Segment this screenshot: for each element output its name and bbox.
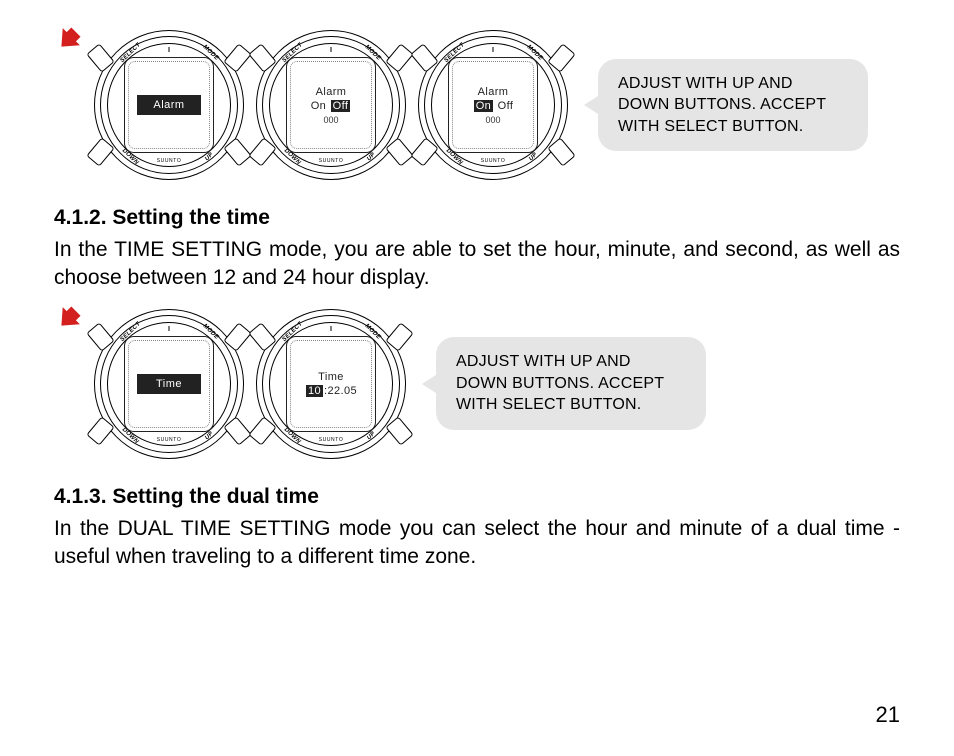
watch-diagram: SELECT MODE DOWN UP SUUNTO Alarm On Off … [256, 30, 406, 180]
screen-line: 000 [323, 115, 338, 125]
watch-diagram: SELECT MODE DOWN UP SUUNTO Alarm On Off … [418, 30, 568, 180]
arrow-icon [54, 305, 82, 333]
screen-bar: Time [137, 374, 201, 394]
screen-line: Time [318, 371, 344, 383]
brand-label: SUUNTO [157, 158, 182, 164]
instruction-callout: ADJUST WITH UP AND DOWN BUTTONS. ACCEPT … [436, 337, 706, 430]
brand-label: SUUNTO [319, 437, 344, 443]
brand-label: SUUNTO [319, 158, 344, 164]
brand-label: SUUNTO [157, 437, 182, 443]
screen-line: Alarm [316, 86, 347, 98]
screen-bar: Alarm [137, 95, 201, 115]
screen-line: 10:22.05 [305, 385, 357, 397]
section-body: In the TIME SETTING mode, you are able t… [54, 236, 900, 293]
screen-line: Alarm [478, 86, 509, 98]
time-setting-row: SELECT MODE DOWN UP SUUNTO Time SELECT M… [54, 309, 900, 459]
brand-label: SUUNTO [481, 158, 506, 164]
watch-diagram: SELECT MODE DOWN UP SUUNTO Alarm [94, 30, 244, 180]
watch-diagram: SELECT MODE DOWN UP SUUNTO Time [94, 309, 244, 459]
watch-diagram: SELECT MODE DOWN UP SUUNTO Time 10:22.05 [256, 309, 406, 459]
section-heading: 4.1.2. Setting the time [54, 206, 900, 230]
instruction-callout: ADJUST WITH UP AND DOWN BUTTONS. ACCEPT … [598, 59, 868, 152]
screen-line: On Off [311, 100, 352, 112]
page-number: 21 [876, 702, 900, 728]
section-heading: 4.1.3. Setting the dual time [54, 485, 900, 509]
alarm-setting-row: SELECT MODE DOWN UP SUUNTO Alarm SELECT … [54, 30, 900, 180]
section-body: In the DUAL TIME SETTING mode you can se… [54, 515, 900, 572]
screen-line: 000 [485, 115, 500, 125]
screen-line: On Off [473, 100, 514, 112]
arrow-icon [54, 26, 82, 54]
